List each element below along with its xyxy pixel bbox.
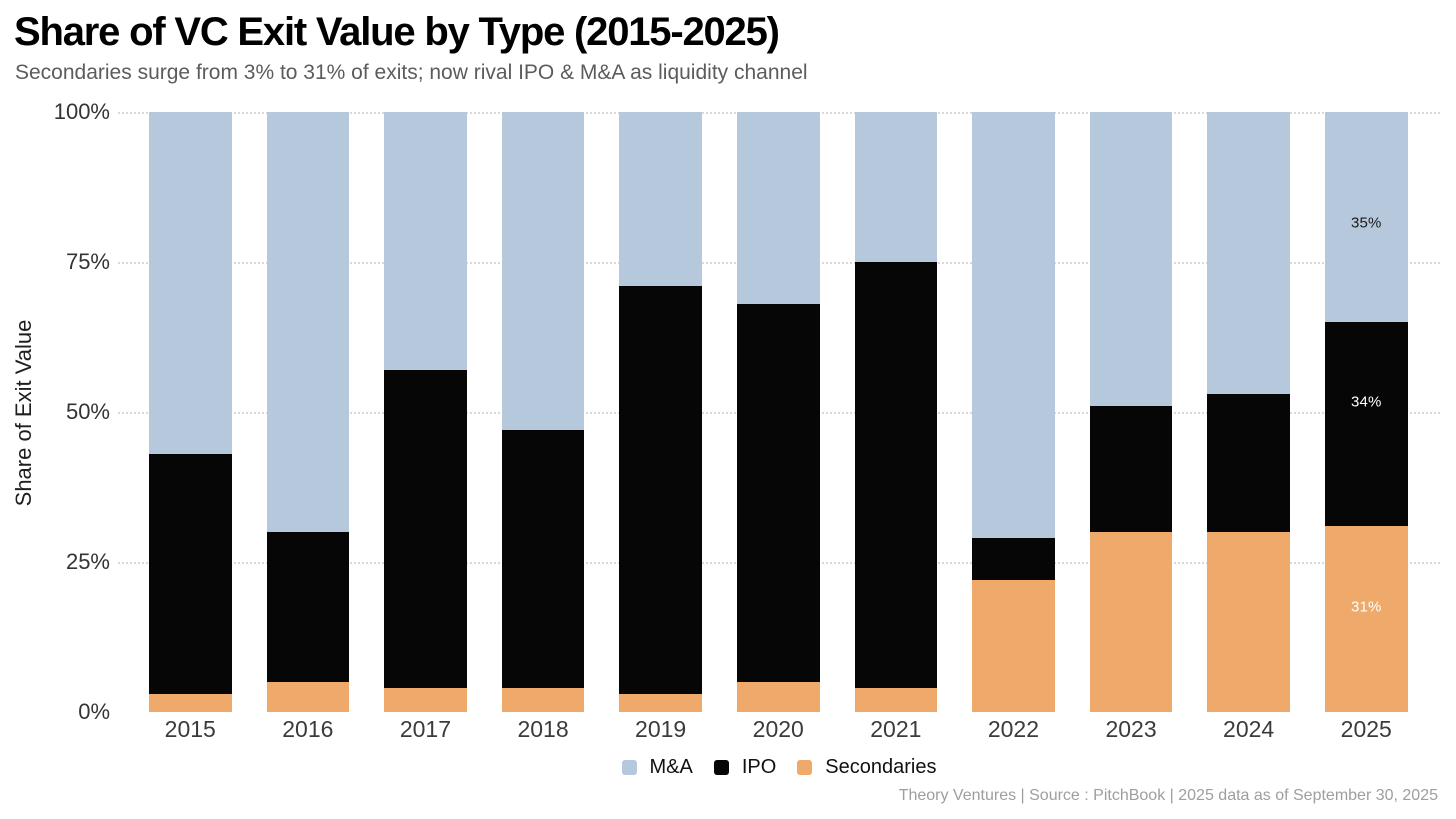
y-tick-label-25: 25% bbox=[65, 549, 110, 574]
bar-segment-2016-IPO bbox=[266, 532, 350, 682]
chart-subtitle: Secondaries surge from 3% to 31% of exit… bbox=[15, 61, 808, 84]
bar-2025: 35% 34% 31% bbox=[1325, 112, 1408, 712]
y-tick-label-50: 50% bbox=[65, 399, 110, 424]
bar-segment-2019-M&A bbox=[619, 112, 702, 286]
bar-segment-2015-M&A bbox=[149, 112, 232, 454]
x-tick-label-2020: 2020 bbox=[752, 716, 804, 742]
bar-2017 bbox=[384, 112, 467, 712]
bar-2019 bbox=[619, 112, 702, 712]
bar-segment-2020-M&A bbox=[737, 112, 820, 304]
bar-segment-2016-M&A bbox=[266, 112, 350, 532]
legend-item-IPO: IPO bbox=[713, 756, 777, 779]
bar-segment-2022-Secondaries bbox=[972, 580, 1055, 712]
legend-label-Secondaries: Secondaries bbox=[825, 756, 937, 778]
bar-segment-2021-M&A bbox=[854, 112, 938, 262]
legend-item-Secondaries: Secondaries bbox=[797, 756, 936, 779]
bar-segment-2023-M&A bbox=[1089, 112, 1173, 406]
x-tick-label-2024: 2024 bbox=[1223, 716, 1275, 742]
bar-value-label-2025-Secondaries: 31% bbox=[1350, 598, 1382, 616]
legend: M&A IPO Secondaries bbox=[118, 756, 1440, 779]
bar-2018 bbox=[501, 112, 585, 712]
bar-2021 bbox=[854, 112, 938, 712]
bar-segment-2019-IPO bbox=[619, 286, 702, 694]
bar-segment-2020-Secondaries bbox=[737, 682, 820, 712]
bar-2020 bbox=[737, 112, 820, 712]
bar-segment-2019-Secondaries bbox=[619, 694, 702, 712]
credit-line: Theory Ventures | Source : PitchBook | 2… bbox=[898, 787, 1438, 804]
x-tick-label-2021: 2021 bbox=[870, 716, 922, 742]
bar-segment-2023-Secondaries bbox=[1089, 532, 1173, 712]
bar-segment-2016-Secondaries bbox=[266, 682, 350, 712]
bar-segment-2022-M&A bbox=[972, 112, 1055, 538]
bar-segment-2017-IPO bbox=[384, 370, 467, 688]
x-tick-label-2022: 2022 bbox=[987, 716, 1040, 742]
bar-segment-2020-IPO bbox=[737, 304, 820, 682]
bar-segment-2021-IPO bbox=[854, 262, 938, 688]
bar-segment-2017-M&A bbox=[384, 112, 467, 370]
y-tick-label-75: 75% bbox=[65, 249, 110, 274]
bar-segment-2015-IPO bbox=[149, 454, 232, 694]
bar-segment-2021-Secondaries bbox=[854, 688, 938, 712]
x-tick-label-2015: 2015 bbox=[164, 716, 216, 742]
legend-swatch-IPO bbox=[713, 760, 729, 775]
bar-2016 bbox=[266, 112, 350, 712]
bar-2015 bbox=[149, 112, 232, 712]
x-tick-label-2017: 2017 bbox=[399, 716, 452, 742]
bar-segment-2025-M&A: 35% bbox=[1325, 112, 1408, 322]
bar-segment-2018-M&A bbox=[501, 112, 585, 430]
bar-segment-2024-Secondaries bbox=[1207, 532, 1290, 712]
bar-2023 bbox=[1089, 112, 1173, 712]
bar-value-label-2025-IPO: 34% bbox=[1350, 393, 1382, 411]
legend-item-M&A: M&A bbox=[621, 756, 693, 779]
chart-title: Share of VC Exit Value by Type (2015-202… bbox=[14, 10, 780, 54]
bar-segment-2015-Secondaries bbox=[149, 694, 232, 712]
bar-segment-2024-M&A bbox=[1207, 112, 1290, 394]
legend-label-M&A: M&A bbox=[649, 756, 693, 778]
x-tick-label-2025: 2025 bbox=[1340, 716, 1392, 742]
x-tick-label-2018: 2018 bbox=[517, 716, 569, 742]
legend-label-IPO: IPO bbox=[741, 756, 777, 778]
x-tick-label-2019: 2019 bbox=[635, 716, 687, 742]
bar-segment-2022-IPO bbox=[972, 538, 1055, 580]
legend-swatch-M&A bbox=[621, 760, 637, 775]
x-tick-label-2016: 2016 bbox=[282, 716, 334, 742]
bar-segment-2018-Secondaries bbox=[501, 688, 585, 712]
bar-2024 bbox=[1207, 112, 1290, 712]
x-tick-label-2023: 2023 bbox=[1105, 716, 1157, 742]
y-tick-label-0: 0% bbox=[78, 699, 110, 724]
bar-segment-2024-IPO bbox=[1207, 394, 1290, 532]
bar-segment-2025-Secondaries: 31% bbox=[1325, 526, 1408, 712]
y-tick-label-100: 100% bbox=[53, 99, 110, 124]
bar-segment-2017-Secondaries bbox=[384, 688, 467, 712]
legend-swatch-Secondaries bbox=[797, 760, 813, 775]
bar-segment-2018-IPO bbox=[501, 430, 585, 688]
bar-segment-2025-IPO: 34% bbox=[1325, 322, 1408, 526]
bar-2022 bbox=[972, 112, 1055, 712]
bar-value-label-2025-M&A: 35% bbox=[1350, 214, 1382, 232]
bar-segment-2023-IPO bbox=[1089, 406, 1173, 532]
